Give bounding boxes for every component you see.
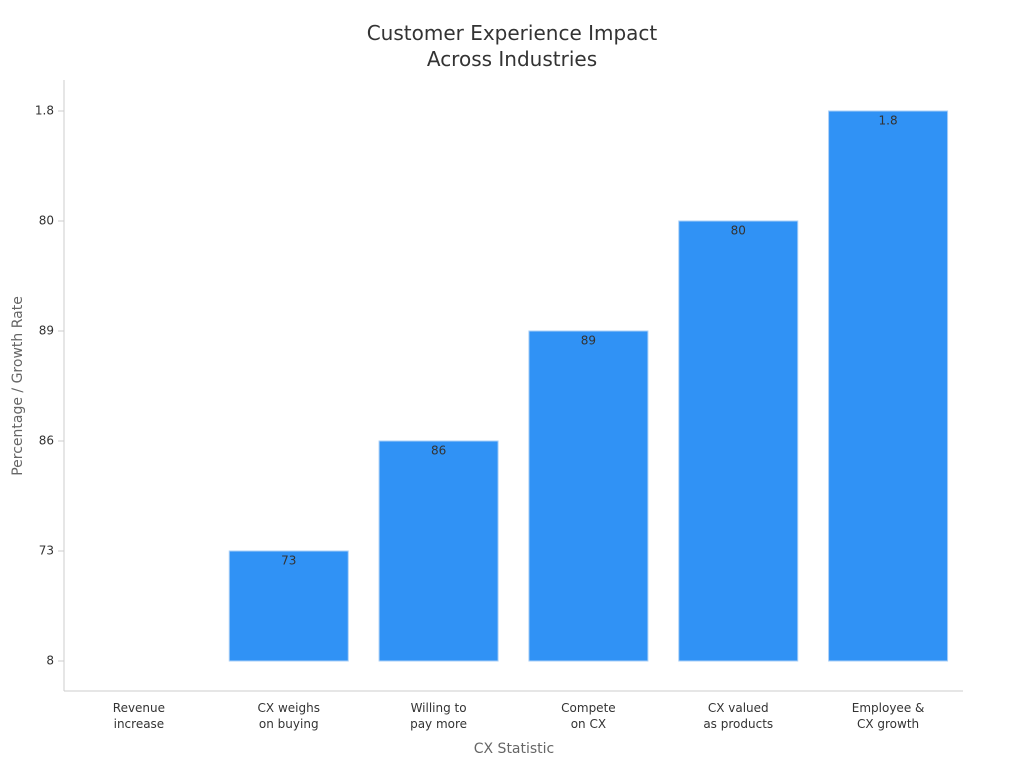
bar [828, 110, 949, 662]
y-tick-label: 1.8 [35, 104, 54, 118]
x-tick-label: CX valued as products [703, 701, 774, 731]
value-label: 86 [431, 444, 446, 458]
value-label: 1.8 [879, 114, 898, 128]
value-label: 73 [281, 554, 296, 568]
y-axis-title: Percentage / Growth Rate [10, 296, 26, 476]
chart-title: Customer Experience Impact Across Indust… [366, 21, 658, 71]
y-tick-label: 80 [39, 214, 54, 228]
y-tick-label: 86 [39, 434, 54, 448]
x-tick-label: Willing to pay more [410, 701, 468, 731]
x-axis-title: CX Statistic [473, 741, 555, 757]
x-tick-label: Revenue increase [112, 701, 166, 731]
value-label: 80 [731, 224, 746, 238]
x-tick-label: CX weighs on buying [257, 701, 320, 731]
y-tick-label: 8 [46, 654, 54, 668]
bar [378, 440, 499, 662]
bar [228, 550, 349, 662]
x-tick-label: Compete on CX [561, 701, 616, 731]
bar [528, 330, 649, 662]
y-tick-label: 73 [39, 544, 54, 558]
x-tick-label: Employee & CX growth [851, 701, 925, 731]
bar [678, 220, 799, 662]
value-label: 89 [581, 334, 596, 348]
y-tick-label: 89 [39, 324, 54, 338]
